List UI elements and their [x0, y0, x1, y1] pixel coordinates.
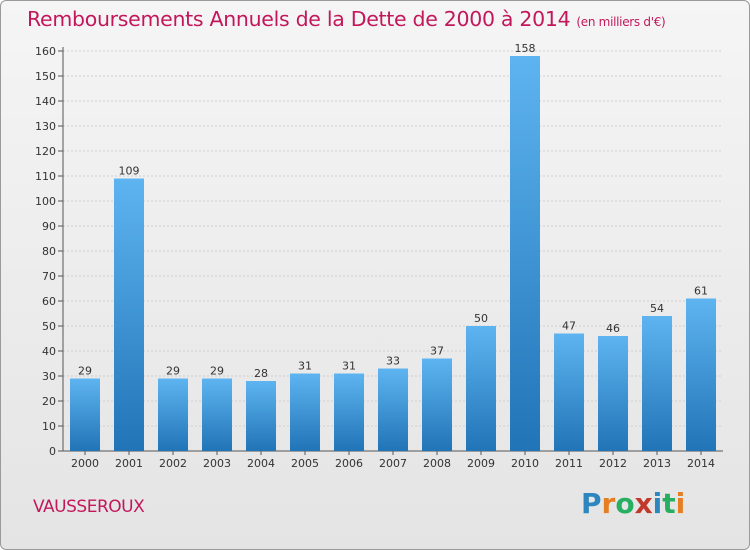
logo-letter: i — [675, 487, 686, 520]
bars — [70, 56, 716, 451]
y-tick-label: 110 — [35, 170, 56, 183]
bar — [202, 378, 232, 451]
bar — [554, 333, 584, 451]
y-tick-label: 40 — [42, 345, 56, 358]
logo-letter: x — [634, 487, 653, 520]
chart-subtitle: (en milliers d'€) — [576, 15, 666, 29]
bar — [378, 368, 408, 451]
logo-letter: i — [652, 487, 663, 520]
logo-letter: o — [615, 487, 635, 520]
y-tick-label: 160 — [35, 45, 56, 58]
x-tick-label: 2014 — [687, 457, 715, 470]
data-label: 46 — [606, 322, 620, 335]
y-tick-label: 120 — [35, 145, 56, 158]
proxiti-logo: Proxiti — [581, 487, 685, 520]
bar — [290, 373, 320, 451]
y-tick-label: 90 — [42, 220, 56, 233]
y-tick-label: 20 — [42, 395, 56, 408]
y-tick-label: 140 — [35, 95, 56, 108]
data-label: 54 — [650, 302, 664, 315]
place-name: VAUSSEROUX — [33, 497, 145, 517]
bar — [510, 56, 540, 451]
bar — [334, 373, 364, 451]
bar — [466, 326, 496, 451]
data-label: 31 — [342, 360, 356, 373]
data-label: 50 — [474, 312, 488, 325]
data-label: 158 — [515, 42, 536, 55]
y-tick-label: 70 — [42, 270, 56, 283]
data-label: 61 — [694, 285, 708, 298]
x-tick-label: 2010 — [511, 457, 539, 470]
x-tick-label: 2001 — [115, 457, 143, 470]
data-label: 31 — [298, 360, 312, 373]
data-label: 29 — [210, 365, 224, 378]
x-tick-label: 2008 — [423, 457, 451, 470]
data-label: 47 — [562, 320, 576, 333]
x-tick-label: 2012 — [599, 457, 627, 470]
bar — [642, 316, 672, 451]
data-label: 109 — [119, 165, 140, 178]
value-labels: 29 109 29 29 28 31 31 33 37 50 158 47 46 54 61 — [78, 42, 708, 380]
y-tick-label: 50 — [42, 320, 56, 333]
bar — [598, 336, 628, 451]
bar — [246, 381, 276, 451]
data-label: 29 — [166, 365, 180, 378]
y-tick-label: 130 — [35, 120, 56, 133]
x-tick-label: 2000 — [71, 457, 99, 470]
y-tick-label: 30 — [42, 370, 56, 383]
x-tick-label: 2009 — [467, 457, 495, 470]
x-tick-label: 2011 — [555, 457, 583, 470]
x-tick-label: 2007 — [379, 457, 407, 470]
x-tick-label: 2005 — [291, 457, 319, 470]
y-tick-label: 100 — [35, 195, 56, 208]
logo-letter: t — [662, 487, 676, 520]
y-tick-label: 60 — [42, 295, 56, 308]
data-label: 29 — [78, 365, 92, 378]
y-tick-label: 0 — [49, 445, 56, 458]
bar — [70, 378, 100, 451]
logo-letter: P — [581, 487, 602, 520]
x-tick-label: 2002 — [159, 457, 187, 470]
bar — [114, 178, 144, 451]
x-tick-label: 2013 — [643, 457, 671, 470]
y-tick-label: 150 — [35, 70, 56, 83]
x-tick-label: 2006 — [335, 457, 363, 470]
data-label: 33 — [386, 355, 400, 368]
x-tick-label: 2003 — [203, 457, 231, 470]
y-tick-label: 10 — [42, 420, 56, 433]
bar — [422, 358, 452, 451]
bar — [158, 378, 188, 451]
y-tick-label: 80 — [42, 245, 56, 258]
chart-title: Remboursements Annuels de la Dette de 20… — [27, 7, 666, 31]
data-label: 28 — [254, 367, 268, 380]
logo-letter: r — [601, 487, 616, 520]
bar — [686, 298, 716, 451]
x-tick-label: 2004 — [247, 457, 275, 470]
data-label: 37 — [430, 345, 444, 358]
